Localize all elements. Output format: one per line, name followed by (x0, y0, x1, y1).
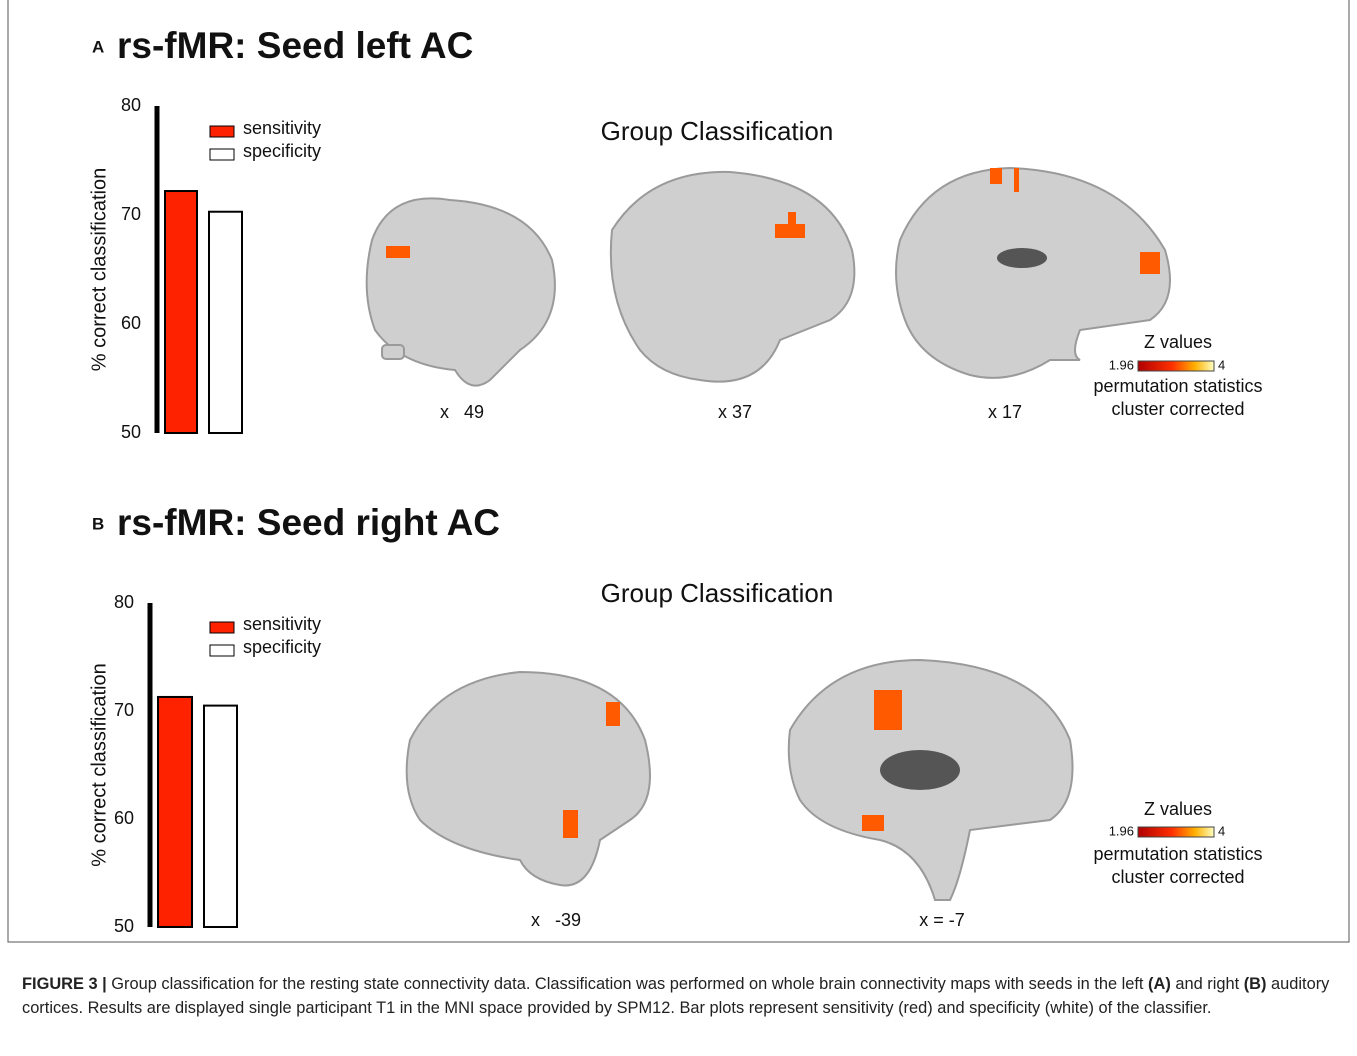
y-tick-label: 70 (121, 204, 141, 224)
y-tick-label: 50 (114, 916, 134, 936)
colorbar-note: cluster corrected (1111, 399, 1244, 419)
caption-text: Group classification for the resting sta… (107, 975, 1148, 993)
y-axis-label: % correct classification (88, 663, 110, 866)
caption: FIGURE 3 | Group classification for the … (22, 972, 1337, 1020)
page: Ars-fMR: Seed left AC 50 60 70 80 % correct c… (0, 0, 1357, 1056)
caption-ref: (A) (1148, 975, 1171, 993)
legend-label: sensitivity (243, 118, 321, 138)
brain-slices-b (407, 660, 1073, 900)
panel-title: rs-fMR: Seed right AC (117, 502, 500, 543)
bar (209, 212, 242, 433)
colorbar-title: Z values (1144, 332, 1212, 352)
legend-swatch (210, 149, 234, 160)
panel-letter: B (92, 514, 104, 533)
legend-label: specificity (243, 637, 321, 657)
y-tick-label: 60 (114, 808, 134, 828)
caption-ref: (B) (1244, 975, 1267, 993)
colorbar-max: 4 (1218, 357, 1225, 372)
slice-label: x = -7 (919, 910, 965, 930)
bar (204, 706, 237, 927)
legend-label: specificity (243, 141, 321, 161)
colorbar-min: 1.96 (1109, 357, 1134, 372)
caption-text: and right (1171, 975, 1244, 993)
caption-label: FIGURE 3 | (22, 975, 107, 993)
colorbar-note: permutation statistics (1093, 844, 1262, 864)
slice-label: x 49 (440, 402, 484, 422)
panel-letter: A (92, 37, 104, 56)
legend-swatch (210, 645, 234, 656)
slice-label: x 17 (988, 402, 1022, 422)
bar (165, 191, 197, 433)
legend-swatch (210, 622, 234, 633)
colorbar (1138, 361, 1214, 371)
colorbar-max: 4 (1218, 823, 1225, 838)
legend-label: sensitivity (243, 614, 321, 634)
y-axis-label: % correct classification (88, 168, 110, 371)
y-tick-label: 60 (121, 313, 141, 333)
legend-swatch (210, 126, 234, 137)
y-tick-label: 70 (114, 700, 134, 720)
brain-slices-a (367, 168, 1170, 386)
panel-subtitle: Group Classification (601, 578, 834, 608)
colorbar-min: 1.96 (1109, 823, 1134, 838)
colorbar-note: cluster corrected (1111, 867, 1244, 887)
panel-subtitle: Group Classification (601, 116, 834, 146)
bar (158, 697, 192, 927)
colorbar-note: permutation statistics (1093, 376, 1262, 396)
y-tick-label: 50 (121, 422, 141, 442)
slice-label: x -39 (531, 910, 581, 930)
panel-title: rs-fMR: Seed left AC (117, 25, 473, 66)
colorbar (1138, 827, 1214, 837)
colorbar-title: Z values (1144, 799, 1212, 819)
y-tick-label: 80 (121, 95, 141, 115)
y-tick-label: 80 (114, 592, 134, 612)
slice-label: x 37 (718, 402, 752, 422)
